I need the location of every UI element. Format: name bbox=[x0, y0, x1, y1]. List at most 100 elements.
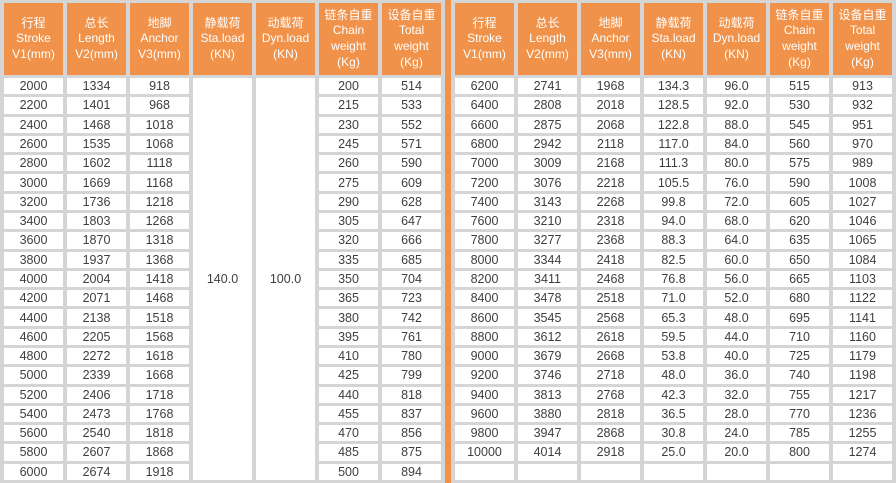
table-cell: 1084 bbox=[833, 251, 892, 268]
table-cell: 6800 bbox=[455, 135, 514, 153]
table-cell: 5800 bbox=[4, 444, 63, 461]
table-cell: 25.0 bbox=[644, 444, 703, 461]
table-cell: 755 bbox=[770, 386, 829, 403]
table-cell: 1018 bbox=[130, 116, 189, 133]
table-cell: 780 bbox=[382, 347, 441, 365]
table-cell: 2868 bbox=[581, 425, 640, 442]
spec-table-right-container: 行程 Stroke V1(mm) 总长 Length V2(mm) 地脚 Anchor V3(m… bbox=[451, 0, 896, 483]
table-row: 5000 2339 1668 425 799 bbox=[4, 367, 441, 384]
table-cell: 6600 bbox=[455, 116, 514, 133]
table-cell: 2718 bbox=[581, 367, 640, 384]
table-cell: 2473 bbox=[67, 405, 126, 423]
table-cell: 92.0 bbox=[707, 97, 766, 114]
table-row: 7200 3076 2218 105.5 76.0 590 1008 bbox=[455, 174, 892, 191]
table-cell: 1535 bbox=[67, 135, 126, 153]
table-cell: 1418 bbox=[130, 270, 189, 288]
table-cell: 260 bbox=[319, 155, 378, 172]
table-cell: 3600 bbox=[4, 232, 63, 249]
table-cell: 1818 bbox=[130, 425, 189, 442]
table-cell: 60.0 bbox=[707, 251, 766, 268]
table-cell: 970 bbox=[833, 135, 892, 153]
table-cell: 1218 bbox=[130, 193, 189, 210]
table-cell: 5200 bbox=[4, 386, 63, 403]
table-cell: 53.8 bbox=[644, 347, 703, 365]
table-row: 3800 1937 1368 335 685 bbox=[4, 251, 441, 268]
table-row: 7000 3009 2168 111.3 80.0 575 989 bbox=[455, 155, 892, 172]
table-row: 6400 2808 2018 128.5 92.0 530 932 bbox=[455, 97, 892, 114]
table-cell: 742 bbox=[382, 309, 441, 326]
table-cell: 48.0 bbox=[707, 309, 766, 326]
table-row: 9000 3679 2668 53.8 40.0 725 1179 bbox=[455, 347, 892, 365]
table-cell: 1179 bbox=[833, 347, 892, 365]
table-cell: 122.8 bbox=[644, 116, 703, 133]
table-cell: 2004 bbox=[67, 270, 126, 288]
table-cell: 2205 bbox=[67, 328, 126, 345]
table-cell: 818 bbox=[382, 386, 441, 403]
table-cell: 8200 bbox=[455, 270, 514, 288]
header-cell-col1: 总长 Length V2(mm) bbox=[518, 3, 577, 75]
table-row: 5400 2473 1768 455 837 bbox=[4, 405, 441, 423]
table-row: 8800 3612 2618 59.5 44.0 710 1160 bbox=[455, 328, 892, 345]
table-cell: 320 bbox=[319, 232, 378, 249]
table-cell: 215 bbox=[319, 97, 378, 114]
table-cell: 2000 bbox=[4, 78, 63, 95]
table-cell: 2071 bbox=[67, 290, 126, 307]
table-cell: 6000 bbox=[4, 463, 63, 480]
table-cell: 7800 bbox=[455, 232, 514, 249]
table-cell: 8000 bbox=[455, 251, 514, 268]
table-cell: 470 bbox=[319, 425, 378, 442]
table-cell: 380 bbox=[319, 309, 378, 326]
table-cell: 111.3 bbox=[644, 155, 703, 172]
table-cell: 968 bbox=[130, 97, 189, 114]
table-cell: 2668 bbox=[581, 347, 640, 365]
table-cell: 2318 bbox=[581, 212, 640, 230]
table-cell: 365 bbox=[319, 290, 378, 307]
table-cell: 1168 bbox=[130, 174, 189, 191]
table-cell: 1236 bbox=[833, 405, 892, 423]
header-cell-col6: 设备自重 Total weight (Kg) bbox=[382, 3, 441, 75]
table-row: 7800 3277 2368 88.3 64.0 635 1065 bbox=[455, 232, 892, 249]
table-cell: 3545 bbox=[518, 309, 577, 326]
merged-cell-col4: 100.0 bbox=[256, 78, 315, 480]
table-cell: 2600 bbox=[4, 135, 63, 153]
table-cell: 590 bbox=[770, 174, 829, 191]
header-row: 行程 Stroke V1(mm) 总长 Length V2(mm) 地脚 Anchor V3(m… bbox=[455, 3, 892, 75]
table-cell: 575 bbox=[770, 155, 829, 172]
table-cell: 1568 bbox=[130, 328, 189, 345]
table-cell: 1008 bbox=[833, 174, 892, 191]
table-row: 6600 2875 2068 122.8 88.0 545 951 bbox=[455, 116, 892, 133]
header-cell-col3: 静载荷 Sta.load (KN) bbox=[193, 3, 252, 75]
table-cell: 3009 bbox=[518, 155, 577, 172]
table-cell: 710 bbox=[770, 328, 829, 345]
table-cell: 2406 bbox=[67, 386, 126, 403]
table-cell: 64.0 bbox=[707, 232, 766, 249]
table-row: 2600 1535 1068 245 571 bbox=[4, 135, 441, 153]
header-cell-col3: 静载荷 Sta.load (KN) bbox=[644, 3, 703, 75]
table-cell: 856 bbox=[382, 425, 441, 442]
table-row: 6000 2674 1918 500 894 bbox=[4, 463, 441, 480]
table-cell: 1868 bbox=[130, 444, 189, 461]
table-cell: 48.0 bbox=[644, 367, 703, 384]
table-cell: 3880 bbox=[518, 405, 577, 423]
table-cell bbox=[770, 463, 829, 480]
table-row: 10000 4014 2918 25.0 20.0 800 1274 bbox=[455, 444, 892, 461]
table-cell: 8800 bbox=[455, 328, 514, 345]
table-cell: 4000 bbox=[4, 270, 63, 288]
table-row: 4000 2004 1418 350 704 bbox=[4, 270, 441, 288]
table-cell: 128.5 bbox=[644, 97, 703, 114]
table-row: 5600 2540 1818 470 856 bbox=[4, 425, 441, 442]
table-row: 3200 1736 1218 290 628 bbox=[4, 193, 441, 210]
table-cell: 666 bbox=[382, 232, 441, 249]
table-cell: 2674 bbox=[67, 463, 126, 480]
table-cell: 71.0 bbox=[644, 290, 703, 307]
table-cell: 1141 bbox=[833, 309, 892, 326]
table-cell: 2368 bbox=[581, 232, 640, 249]
table-cell: 837 bbox=[382, 405, 441, 423]
header-cell-col2: 地脚 Anchor V3(mm) bbox=[130, 3, 189, 75]
table-cell: 932 bbox=[833, 97, 892, 114]
table-cell: 3076 bbox=[518, 174, 577, 191]
table-row: 2400 1468 1018 230 552 bbox=[4, 116, 441, 133]
table-cell: 4800 bbox=[4, 347, 63, 365]
table-cell: 2808 bbox=[518, 97, 577, 114]
table-cell: 628 bbox=[382, 193, 441, 210]
